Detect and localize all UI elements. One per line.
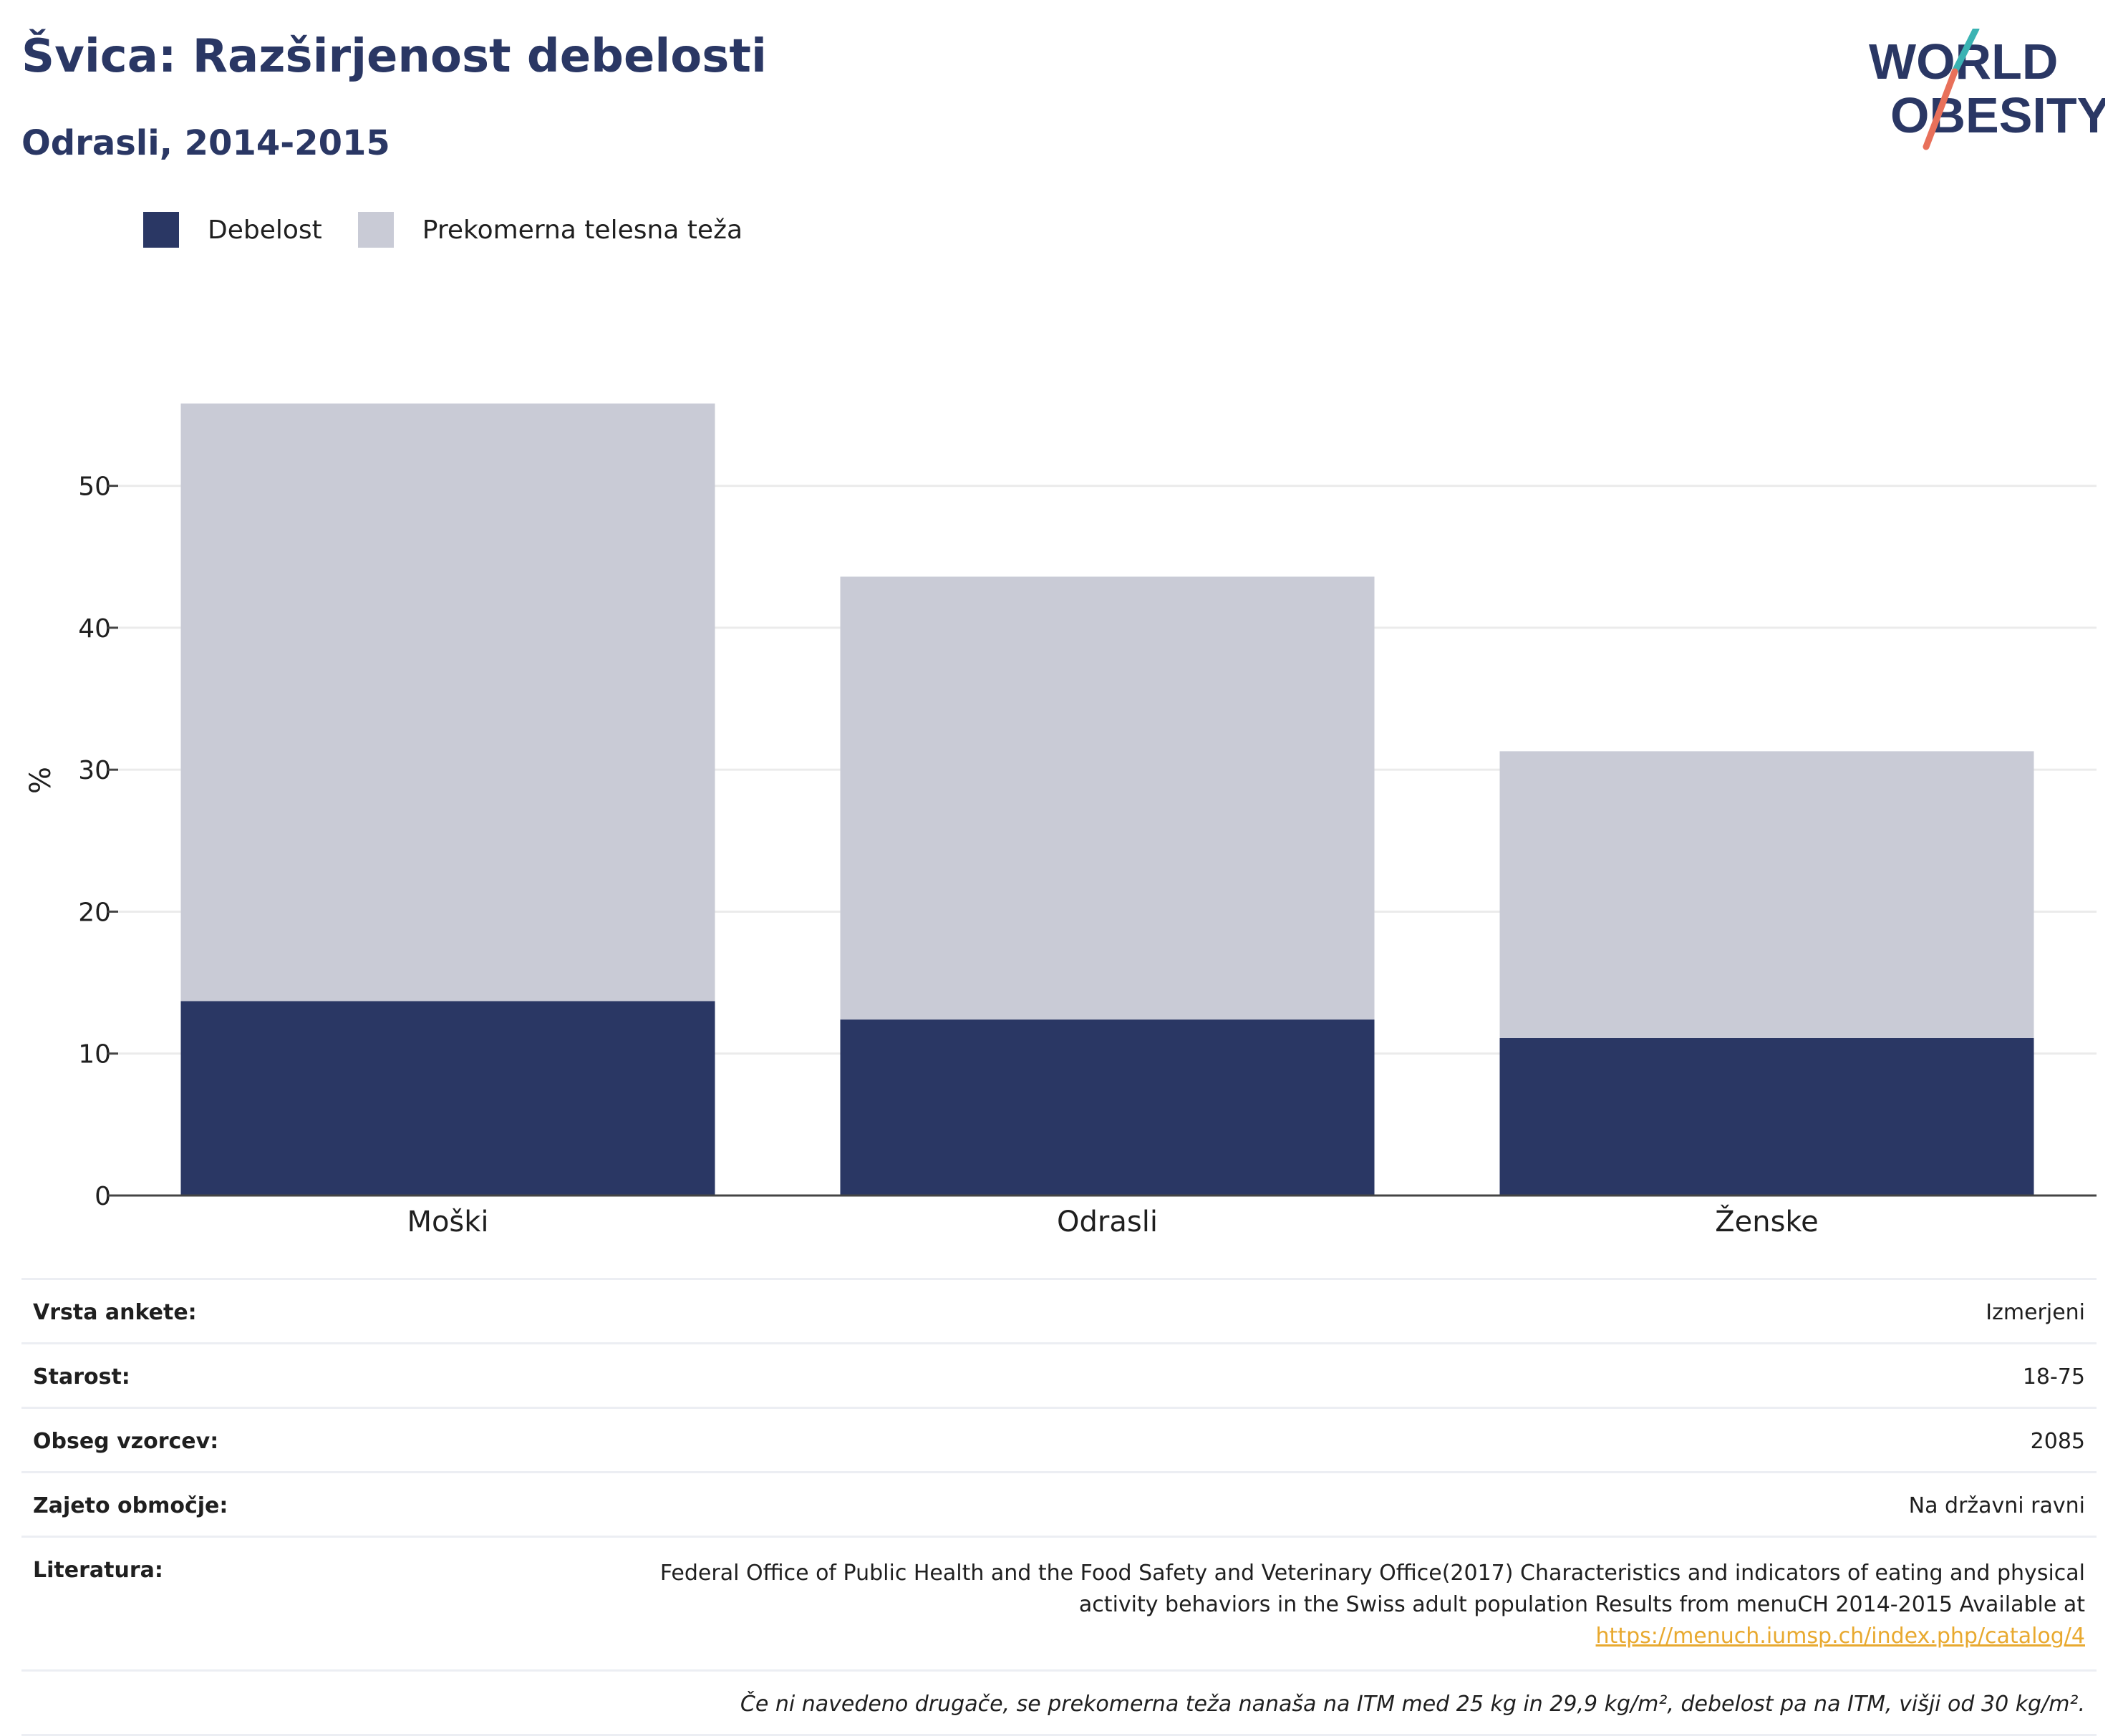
info-row-note: Če ni navedeno drugače, se prekomerna te… [21, 1669, 2097, 1736]
area-label: Zajeto območje: [33, 1493, 228, 1518]
y-tick-label: 50 [78, 472, 111, 502]
x-tick-label: Moški [407, 1206, 488, 1238]
bar-overweight [180, 403, 715, 1002]
survey-type-value: Izmerjeni [1986, 1300, 2085, 1325]
legend-swatch-overweight [357, 212, 394, 248]
bar-overweight [1499, 751, 2034, 1038]
y-tick-label: 0 [95, 1182, 111, 1211]
legend-item-obesity[interactable]: Debelost [143, 212, 322, 248]
reference-link[interactable]: https://menuch.iumsp.ch/index.php/catalo… [1595, 1624, 2085, 1649]
age-label: Starost: [33, 1364, 130, 1390]
bar-overweight [840, 576, 1375, 1020]
bar-obesity [1499, 1037, 2034, 1196]
x-tick-label: Odrasli [1057, 1206, 1158, 1238]
survey-info-table: Vrsta ankete: Izmerjeni Starost: 18-75 O… [21, 1278, 2097, 1736]
y-tick-label: 40 [78, 614, 111, 644]
age-value: 18-75 [2022, 1364, 2085, 1390]
reference-line-1: Federal Office of Public Health and the … [659, 1561, 2085, 1586]
logo-text-world: WORLD [1869, 34, 2058, 89]
logo-slash-coral [1923, 68, 1958, 150]
legend-item-overweight[interactable]: Prekomerna telesna teža [357, 212, 743, 248]
world-obesity-logo[interactable]: WORLD OBESITY [1869, 25, 2110, 157]
stacked-bar-chart: 0 10 20 30 40 50% Moški Odrasli Ženske [24, 403, 2097, 1238]
info-row-sample-size: Obseg vzorcev: 2085 [21, 1407, 2097, 1471]
chart-legend: Debelost Prekomerna telesna teža [143, 212, 778, 248]
y-axis-label: % [24, 767, 57, 794]
area-value: Na državni ravni [1908, 1493, 2085, 1518]
info-row-age: Starost: 18-75 [21, 1342, 2097, 1407]
y-tick-label: 10 [78, 1040, 111, 1070]
footnote: Če ni navedeno drugače, se prekomerna te… [740, 1692, 2085, 1717]
page-subtitle: Odrasli, 2014-2015 [21, 123, 390, 163]
legend-swatch-obesity [143, 212, 179, 248]
bar-obesity [180, 1001, 715, 1196]
reference-line-2: activity behaviors in the Swiss adult po… [1078, 1592, 2085, 1617]
page-title: Švica: Razširjenost debelosti [21, 30, 767, 83]
logo-text-obesity: OBESITY [1890, 87, 2105, 143]
sample-size-label: Obseg vzorcev: [33, 1429, 219, 1454]
logo-slash-teal [1951, 25, 1980, 75]
y-tick-label: 20 [78, 898, 111, 927]
reference-text: Federal Office of Public Health and the … [438, 1558, 2085, 1652]
bar-obesity [840, 1019, 1375, 1196]
info-row-reference: Literatura: Federal Office of Public Hea… [21, 1536, 2097, 1669]
legend-label-obesity: Debelost [208, 215, 322, 245]
info-row-survey-type: Vrsta ankete: Izmerjeni [21, 1278, 2097, 1342]
sample-size-value: 2085 [2030, 1429, 2085, 1454]
y-tick-label: 30 [78, 756, 111, 785]
x-tick-label: Ženske [1715, 1204, 1819, 1238]
survey-type-label: Vrsta ankete: [33, 1300, 197, 1325]
info-row-area: Zajeto območje: Na državni ravni [21, 1471, 2097, 1536]
reference-label: Literatura: [33, 1558, 163, 1583]
legend-label-overweight: Prekomerna telesna teža [422, 215, 743, 245]
